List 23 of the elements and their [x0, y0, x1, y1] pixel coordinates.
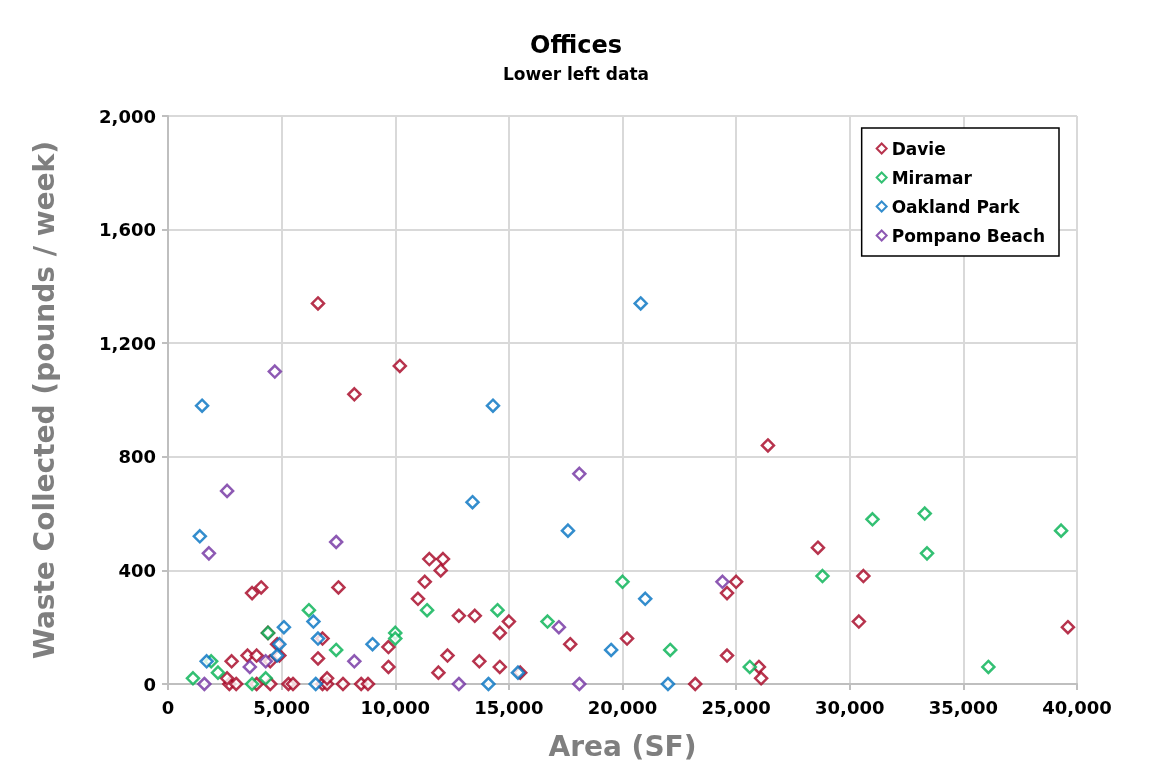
x-tick-label: 20,000	[587, 696, 658, 718]
y-tick-label: 1,600	[99, 219, 156, 241]
y-tick-label: 800	[118, 446, 156, 468]
x-tick-label: 30,000	[815, 696, 885, 718]
y-tick-label: 0	[143, 673, 156, 695]
chart-subtitle: Lower left data	[502, 63, 650, 84]
x-tick-label: 0	[161, 696, 175, 718]
y-tick-label: 400	[118, 559, 156, 581]
x-tick-label: 15,000	[474, 696, 544, 718]
x-tick-label: 40,000	[1042, 696, 1112, 718]
x-tick-label: 5,000	[253, 696, 311, 718]
y-axis-title: Waste Collected (pounds / week)	[27, 141, 61, 659]
x-tick-label: 35,000	[928, 696, 999, 718]
legend-label: Miramar	[891, 167, 973, 188]
x-tick-label: 10,000	[360, 696, 430, 718]
legend-label: Pompano Beach	[891, 225, 1046, 246]
legend-label: Davie	[891, 138, 946, 159]
y-tick-label: 2,000	[99, 105, 156, 127]
chart-title: Offices	[530, 31, 622, 59]
legend-label: Oakland Park	[891, 196, 1021, 217]
x-tick-label: 25,000	[701, 696, 771, 718]
x-axis-title: Area (SF)	[548, 729, 697, 763]
y-tick-label: 1,200	[99, 332, 156, 354]
